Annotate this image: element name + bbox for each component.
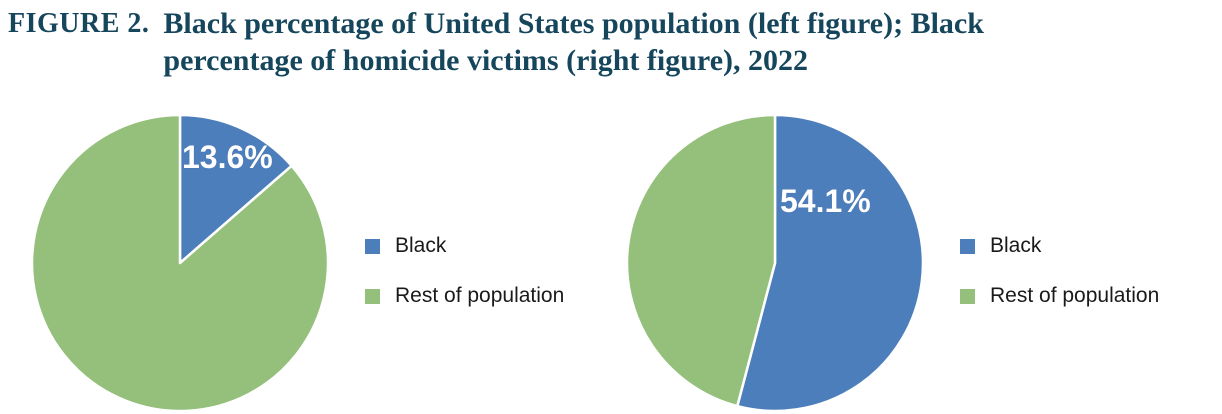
legend-label-rest: Rest of population	[990, 284, 1160, 307]
legend-label-black: Black	[395, 234, 447, 257]
pie-slice-rest-of-population	[30, 113, 330, 413]
legend-swatch-black-icon	[365, 238, 380, 254]
figure-label: FIGURE 2.	[8, 8, 150, 39]
pie-svg	[625, 113, 925, 413]
legend-label-black: Black	[990, 234, 1042, 257]
pie-slice-rest-of-population	[625, 113, 777, 408]
legend-item-black: Black	[365, 233, 564, 259]
legend-label-rest: Rest of population	[395, 284, 565, 307]
legend-swatch-rest-icon	[365, 288, 380, 304]
pie-slice-black	[736, 113, 925, 413]
pie-chart-population: 13.6%	[30, 113, 330, 413]
legend-population: Black Rest of population	[365, 233, 564, 333]
legend-item-rest: Rest of population	[365, 283, 564, 309]
figure-title-line2: percentage of homicide victims (right fi…	[163, 43, 808, 77]
figure-header: FIGURE 2. Black percentage of United Sta…	[8, 6, 1218, 79]
legend-swatch-rest-icon	[960, 288, 975, 304]
legend-homicide-victims: Black Rest of population	[960, 233, 1159, 333]
pie-slice-black	[178, 113, 293, 265]
pie-chart-homicide-victims: 54.1%	[625, 113, 925, 413]
legend-item-rest: Rest of population	[960, 283, 1159, 309]
pie-svg	[30, 113, 330, 413]
pie-data-label-population: 13.6%	[182, 139, 273, 175]
figure-title: Black percentage of United States popula…	[163, 6, 984, 79]
legend-item-black: Black	[960, 233, 1159, 259]
figure-title-line1: Black percentage of United States popula…	[163, 7, 984, 40]
pie-data-label-homicide: 54.1%	[780, 183, 871, 219]
legend-swatch-black-icon	[960, 238, 975, 254]
